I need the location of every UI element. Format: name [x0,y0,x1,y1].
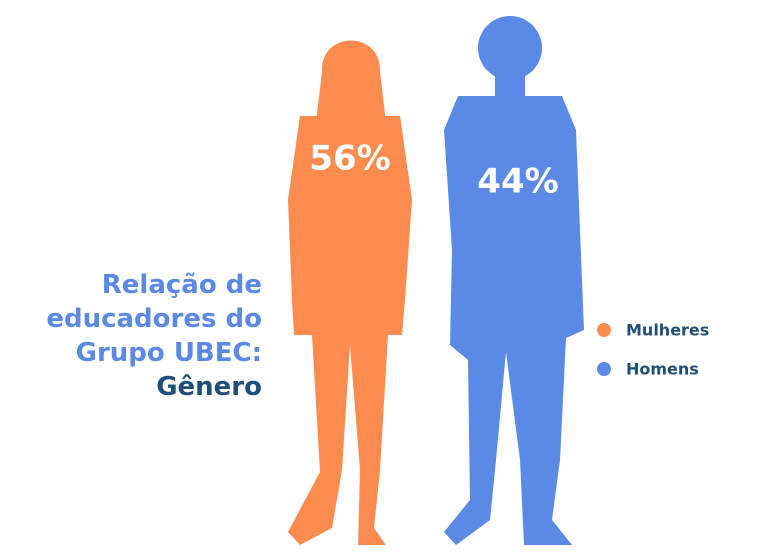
man-figure [444,16,584,545]
chart: 56% 44% Mulheres Homens [0,0,768,557]
legend-label: Homens [626,360,699,379]
woman-head [316,41,386,123]
page: Relação de educadores do Grupo UBEC: Gên… [0,0,768,557]
legend-label: Mulheres [626,321,709,340]
value-label: 56% [309,139,390,179]
woman-body [288,116,412,545]
woman-figure [288,41,412,546]
value-label: 44% [477,162,558,202]
man-neck [495,70,525,100]
legend-swatch [597,323,611,337]
legend-swatch [597,362,611,376]
